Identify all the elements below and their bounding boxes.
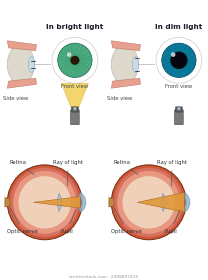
Ellipse shape: [7, 165, 82, 240]
Polygon shape: [5, 198, 10, 207]
Text: Front view: Front view: [61, 84, 88, 89]
Polygon shape: [161, 193, 167, 211]
Text: Ray of light: Ray of light: [157, 160, 187, 186]
Text: Ray of light: Ray of light: [53, 160, 83, 186]
FancyBboxPatch shape: [175, 110, 183, 125]
FancyBboxPatch shape: [71, 110, 79, 125]
Polygon shape: [7, 78, 36, 88]
Ellipse shape: [117, 171, 180, 234]
Circle shape: [58, 43, 92, 78]
Text: Retina: Retina: [9, 160, 34, 175]
Circle shape: [52, 38, 98, 83]
Text: Retina: Retina: [113, 160, 138, 175]
Polygon shape: [78, 193, 86, 212]
Polygon shape: [57, 193, 63, 211]
Polygon shape: [61, 83, 88, 110]
Polygon shape: [137, 192, 184, 212]
Ellipse shape: [19, 176, 71, 228]
Polygon shape: [111, 41, 140, 51]
Ellipse shape: [13, 171, 76, 234]
Circle shape: [73, 107, 77, 111]
Circle shape: [162, 43, 196, 78]
Ellipse shape: [28, 57, 35, 72]
Circle shape: [71, 56, 79, 65]
Circle shape: [67, 52, 72, 57]
FancyBboxPatch shape: [72, 107, 78, 112]
Polygon shape: [109, 198, 114, 207]
Text: Pupil: Pupil: [164, 210, 180, 234]
Text: Optic nerve: Optic nerve: [7, 208, 38, 234]
Ellipse shape: [111, 45, 138, 84]
Text: Front view: Front view: [165, 84, 192, 89]
Polygon shape: [182, 193, 190, 212]
Polygon shape: [33, 197, 80, 208]
Text: Optic nerve: Optic nerve: [111, 208, 142, 234]
Text: Side view: Side view: [107, 96, 132, 101]
Ellipse shape: [132, 57, 139, 72]
Polygon shape: [7, 41, 36, 51]
Ellipse shape: [111, 165, 186, 240]
Circle shape: [156, 38, 202, 83]
Text: In bright light: In bright light: [46, 24, 104, 30]
Text: shutterstock.com · 2498807435: shutterstock.com · 2498807435: [69, 275, 139, 279]
Text: In dim light: In dim light: [155, 24, 203, 30]
FancyBboxPatch shape: [176, 107, 182, 112]
Ellipse shape: [114, 168, 183, 237]
Ellipse shape: [7, 45, 34, 84]
Text: Pupil: Pupil: [60, 210, 76, 234]
Text: Side view: Side view: [3, 96, 28, 101]
Ellipse shape: [10, 168, 79, 237]
Circle shape: [171, 52, 176, 57]
Circle shape: [170, 52, 187, 69]
Polygon shape: [111, 78, 140, 88]
Ellipse shape: [123, 176, 175, 228]
Circle shape: [177, 107, 181, 111]
